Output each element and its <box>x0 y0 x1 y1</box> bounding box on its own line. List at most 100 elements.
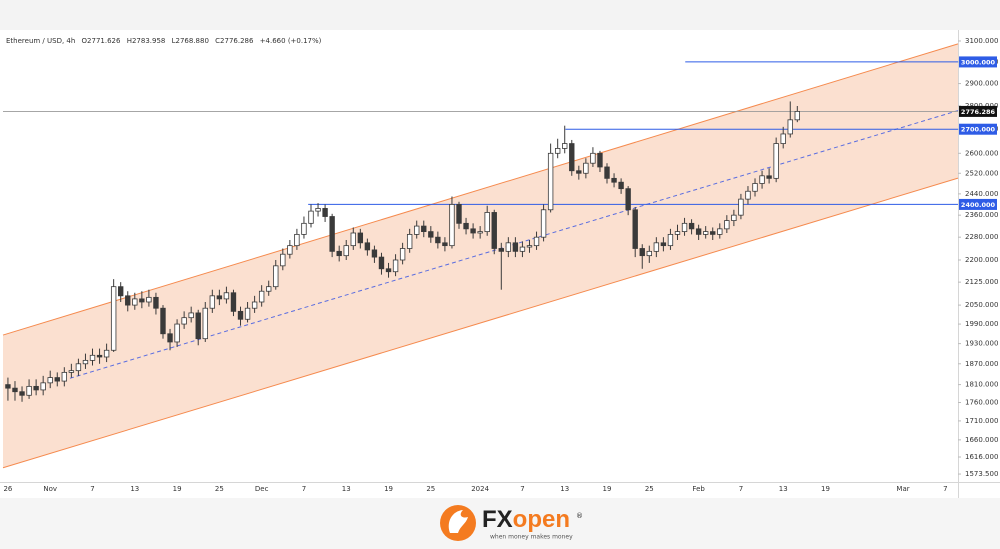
candle-body <box>209 295 216 309</box>
stat: C2776.286 <box>215 37 254 45</box>
candle-body <box>343 245 349 257</box>
x-tick-label: 13 <box>130 485 139 493</box>
candle-body <box>244 307 251 320</box>
candle-body <box>632 209 638 249</box>
candle-body <box>653 242 660 252</box>
candle-body <box>167 333 173 343</box>
x-tick-label: 19 <box>384 485 393 493</box>
candle-body <box>61 371 68 382</box>
candle-body <box>364 242 371 251</box>
candle-body <box>512 242 519 252</box>
x-tick-label: 25 <box>426 485 435 493</box>
candle-body <box>378 256 385 270</box>
candle-body <box>230 292 237 312</box>
y-tick-label: 2440.000 <box>965 190 998 198</box>
tagline: when money makes money <box>490 534 573 541</box>
y-tick-label: 1760.000 <box>965 399 998 407</box>
candle-body <box>604 166 610 179</box>
stat: L2768.880 <box>172 37 209 45</box>
candle-body <box>547 152 554 211</box>
y-tick-label: 1573.500 <box>965 470 998 478</box>
last-price-box <box>959 105 997 117</box>
y-tick-label: 1990.000 <box>965 320 998 328</box>
candle-body <box>125 295 131 306</box>
y-tick-label: 3100.000 <box>965 37 998 45</box>
candle-body <box>731 214 737 221</box>
candle-body <box>660 242 667 247</box>
candle-body <box>301 222 307 235</box>
candle-body <box>385 268 392 273</box>
candle-body <box>618 181 624 190</box>
candle-body <box>533 236 540 247</box>
candle-body <box>26 385 32 396</box>
y-tick-label: 1660.000 <box>965 436 998 444</box>
x-tick-label: 25 <box>645 485 654 493</box>
candle-body <box>681 222 688 233</box>
candle-body <box>294 233 300 247</box>
candle-body <box>463 222 469 230</box>
candle-body <box>195 312 201 340</box>
candle-body <box>5 384 11 389</box>
candle-body <box>322 208 328 217</box>
candle-body <box>773 143 779 179</box>
candle-body <box>329 216 335 252</box>
x-tick-label: 7 <box>520 485 524 493</box>
x-tick-label: 7 <box>739 485 743 493</box>
candle-body <box>153 296 159 309</box>
candle-body <box>12 387 18 393</box>
candle-body <box>442 242 448 247</box>
candle-body <box>118 286 124 297</box>
brand-fx: FX <box>482 506 513 533</box>
candle-body <box>794 111 800 121</box>
y-tick-label: 2360.000 <box>965 211 998 219</box>
candle-body <box>103 349 110 358</box>
candle-body <box>745 190 751 200</box>
candle-body <box>40 382 46 391</box>
candle-body <box>68 370 75 373</box>
candle-body <box>540 209 547 238</box>
candle-body <box>223 292 230 300</box>
logo: FXopen ® when money makes money <box>440 505 583 541</box>
y-tick-label: 1930.000 <box>965 340 998 348</box>
candle-body <box>188 312 194 319</box>
candle-body <box>202 307 208 340</box>
x-tick-label: 7 <box>302 485 306 493</box>
x-tick-label: 19 <box>173 485 182 493</box>
candle-body <box>406 233 413 249</box>
candle-body <box>491 212 497 249</box>
candle-body <box>674 231 681 235</box>
candle-body <box>554 148 561 154</box>
channel-lower <box>2 177 959 469</box>
candle-body <box>216 295 223 300</box>
y-tick-label: 2200.000 <box>965 256 998 264</box>
chart-header: Ethereum / USD, 4h O2771.626 H2783.958 L… <box>6 37 322 45</box>
candle-body <box>717 228 723 235</box>
candle-body <box>702 231 709 235</box>
candle-body <box>357 232 364 244</box>
candle-body <box>688 222 695 230</box>
candle-body <box>484 212 490 233</box>
candle-body <box>251 301 258 309</box>
y-tick-label: 1870.000 <box>965 360 998 368</box>
candle-body <box>519 246 526 252</box>
candle-body <box>110 286 117 351</box>
footer-strip <box>0 498 1000 549</box>
channel-fill <box>3 43 958 468</box>
axis-layer: 3100.0003000.0002900.0002800.0002700.000… <box>3 37 998 493</box>
y-tick-label: 2900.000 <box>965 80 998 88</box>
y-tick-label: 2600.000 <box>965 149 998 157</box>
level-label-box <box>959 123 997 135</box>
stat: +4.660 (+0.17%) <box>260 37 322 45</box>
x-tick-label: Dec <box>255 485 269 493</box>
top-strip <box>0 0 1000 30</box>
candle-body <box>33 385 39 391</box>
level-label: 2400.000 <box>961 201 996 209</box>
candle-body <box>399 248 406 261</box>
candle-body <box>498 248 504 252</box>
candle-body <box>421 225 427 233</box>
candle-body <box>590 152 596 164</box>
candle-body <box>160 307 166 335</box>
stat: H2783.958 <box>127 37 166 45</box>
candle-body <box>449 204 455 247</box>
candle-body <box>625 188 631 211</box>
